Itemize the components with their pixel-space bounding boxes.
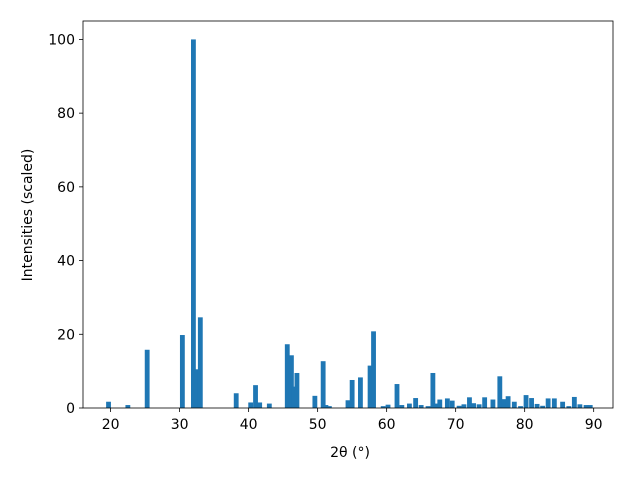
bar	[320, 361, 326, 408]
y-axis-label: Intensities (scaled)	[20, 149, 36, 282]
bar	[456, 405, 462, 408]
bar	[194, 369, 200, 408]
bar	[371, 331, 376, 408]
bar	[380, 406, 386, 408]
bar	[545, 398, 551, 408]
bar	[430, 372, 436, 408]
bar	[248, 402, 254, 408]
bar	[253, 385, 258, 408]
bar	[294, 372, 300, 408]
bar	[326, 406, 332, 408]
bar	[505, 396, 511, 408]
bar	[144, 349, 150, 408]
x-axis-label: 2θ (°)	[330, 445, 370, 461]
bar	[323, 405, 329, 408]
bar	[571, 396, 577, 408]
y-tick-label: 60	[57, 180, 75, 196]
bar	[511, 401, 517, 408]
bar	[312, 395, 318, 408]
bar	[345, 400, 351, 408]
bar	[583, 405, 589, 408]
bar	[125, 405, 131, 408]
x-tick-label: 70	[447, 417, 465, 433]
bar	[433, 403, 439, 408]
bar	[437, 399, 443, 408]
x-tick-label: 30	[171, 417, 189, 433]
y-tick-label: 40	[57, 254, 75, 270]
bar	[284, 344, 290, 408]
bar	[444, 398, 450, 408]
x-tick-label: 90	[585, 417, 603, 433]
bar	[551, 398, 557, 408]
bar	[587, 405, 593, 408]
bar	[106, 401, 111, 408]
bar	[266, 403, 272, 408]
bar	[349, 379, 355, 408]
bar	[385, 404, 391, 408]
bar	[501, 399, 507, 408]
bar	[523, 395, 529, 408]
bar	[529, 398, 534, 408]
bar	[540, 405, 546, 408]
bar	[358, 377, 363, 408]
bar	[560, 401, 566, 408]
x-tick-label: 50	[309, 417, 327, 433]
x-tick-label: 40	[240, 417, 258, 433]
bar	[449, 400, 455, 408]
x-tick-label: 20	[102, 417, 120, 433]
bar	[191, 39, 196, 409]
bar	[291, 386, 297, 408]
x-tick-label: 80	[516, 417, 534, 433]
bar	[413, 398, 419, 408]
bar	[534, 403, 540, 408]
y-tick-label: 0	[66, 401, 75, 417]
bar	[425, 406, 431, 408]
y-tick-label: 80	[57, 106, 75, 122]
bar	[367, 365, 373, 408]
plot-frame	[82, 20, 614, 409]
bar	[288, 355, 294, 408]
bar	[197, 317, 203, 408]
bar	[471, 403, 477, 408]
bar	[394, 384, 400, 408]
bar	[497, 376, 503, 408]
bar	[418, 405, 424, 408]
bar	[482, 397, 488, 408]
bar	[257, 402, 263, 408]
y-tick-label: 20	[57, 327, 75, 343]
y-tick-label: 100	[48, 32, 75, 48]
bar	[467, 397, 472, 408]
bar	[577, 404, 583, 408]
bar	[566, 406, 572, 408]
bar	[233, 393, 239, 408]
bar	[476, 404, 482, 408]
bar	[518, 406, 523, 408]
bar	[407, 403, 412, 408]
x-tick-label: 60	[378, 417, 396, 433]
bar	[461, 404, 467, 408]
bar	[399, 405, 405, 408]
bar	[179, 335, 185, 408]
bar	[490, 399, 496, 408]
